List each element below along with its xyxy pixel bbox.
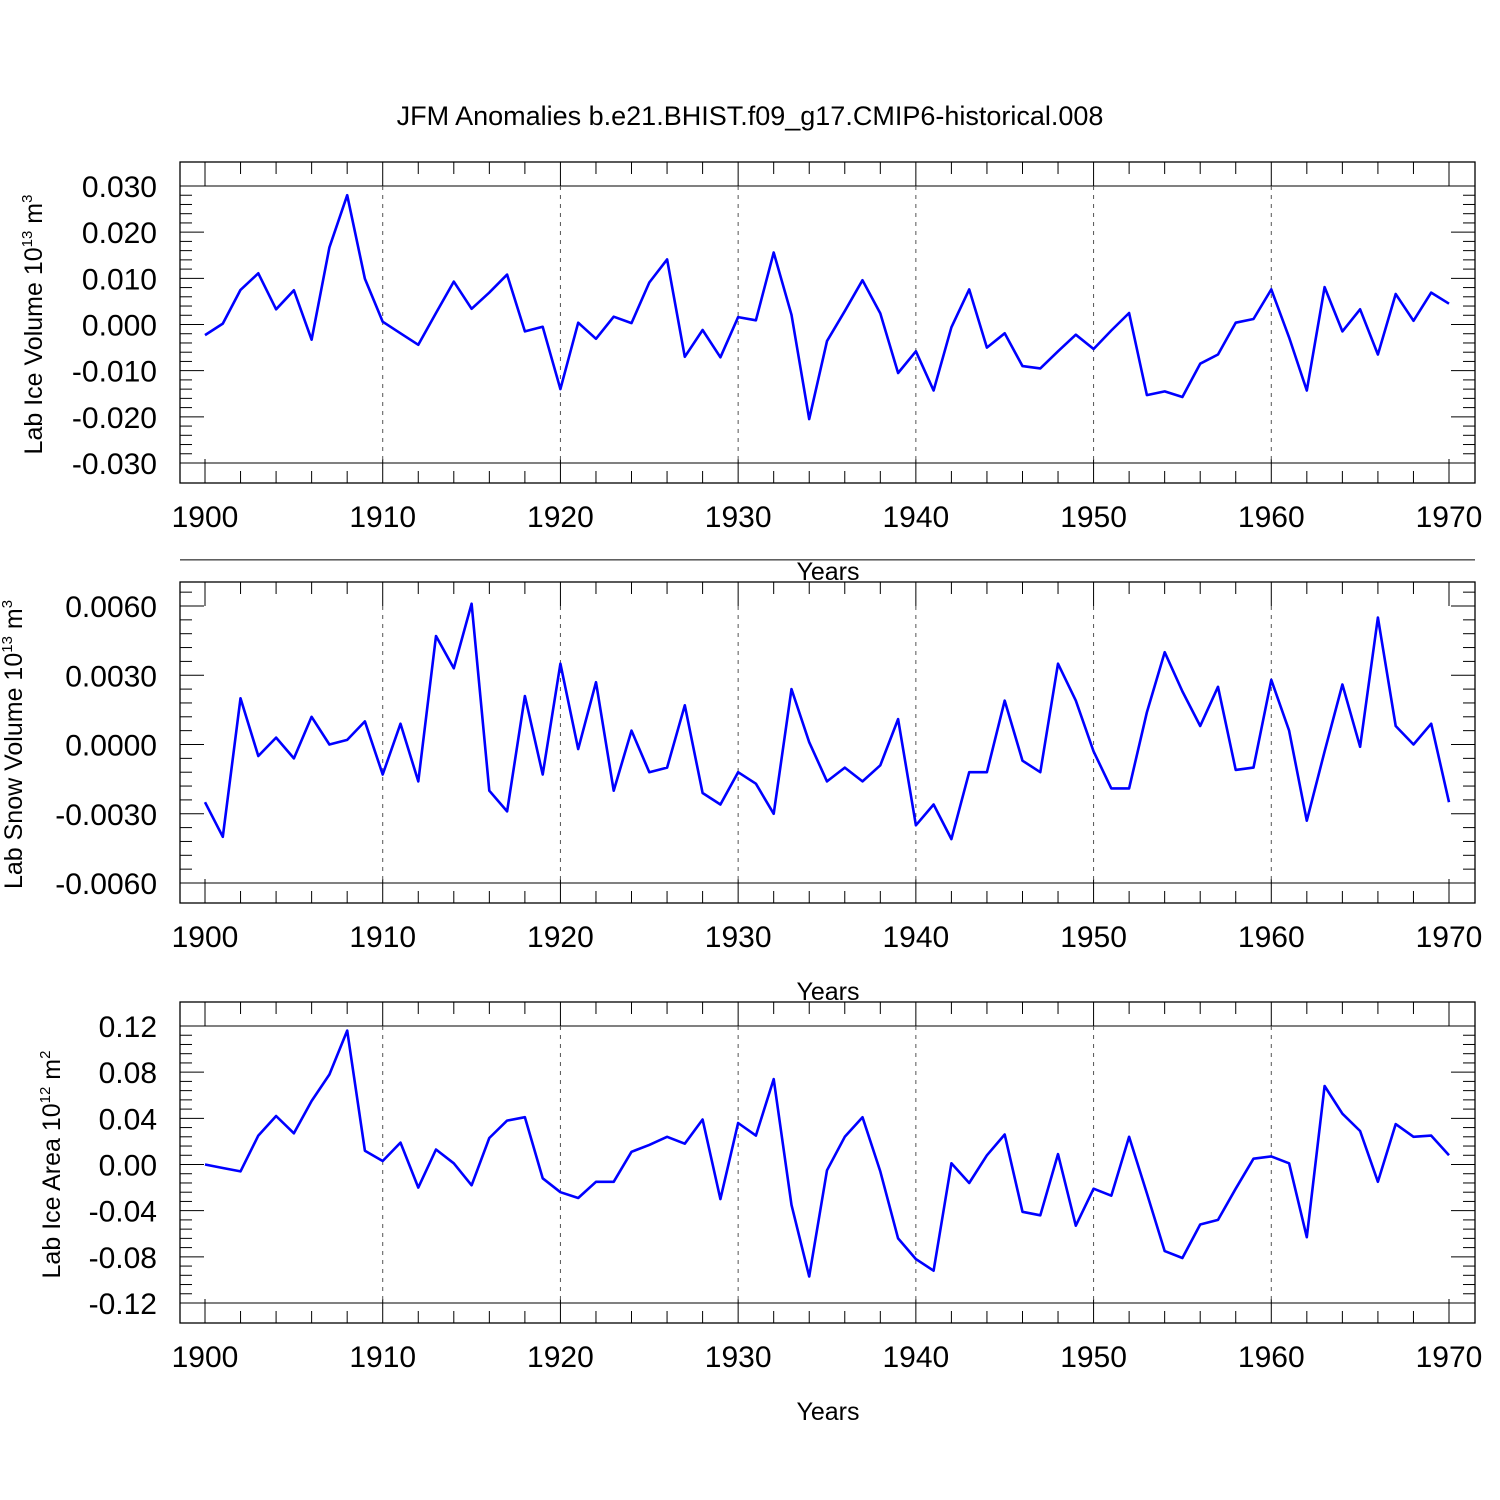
y-axis-title-unit-exponent: 3 [19,195,36,203]
plot-area-frame [179,1001,1476,1324]
y-axis-title-unit: m [20,203,48,231]
x-tick-label: 1960 [1238,921,1305,954]
y-tick-label: -0.0030 [55,799,157,832]
y-tick-label: 0.030 [82,171,157,204]
y-axis-title-text: Lab Ice Area 10 [38,1103,66,1278]
x-tick-label: 1910 [349,501,416,534]
x-tick-label: 1970 [1416,1341,1483,1374]
y-tick-label: -0.08 [89,1242,157,1275]
series-line [204,1029,1450,1278]
x-axis-title: Years [796,558,859,586]
y-tick-label: -0.04 [89,1196,157,1229]
y-tick-label: -0.030 [72,448,157,481]
x-tick-label: 1960 [1238,501,1305,534]
y-axis-title-text: Lab Ice Volume 10 [20,247,48,454]
y-axis-title-exponent: 12 [37,1087,54,1104]
y-axis-title: Lab Ice Area 1012 m2 [37,1051,66,1279]
y-axis-title-text: Lab Snow Volume 10 [0,653,28,889]
x-tick-label: 1910 [349,921,416,954]
x-tick-label: 1920 [527,501,594,534]
series-line [203,602,1451,841]
x-tick-label: 1960 [1238,1341,1305,1374]
x-tick-label: 1940 [882,1341,949,1374]
series-line [204,193,1450,421]
chart-panel-3: 1900 1910 1920 1930 1940 1950 1960 1970 Years -0.… [37,1001,1483,1426]
y-tick-label: 0.000 [82,310,157,343]
y-axis-title-unit: m [38,1059,66,1087]
y-axis-title-unit: m [0,608,28,636]
y-tick-label: 0.08 [99,1057,157,1090]
plot-area-frame [179,161,1476,484]
x-tick-label: 1900 [172,921,239,954]
x-tick-label: 1930 [705,501,772,534]
chart-panel-1: 1900 1910 1920 1930 1940 1950 1960 1970 Years -0.… [19,161,1483,586]
y-axis-title-unit-exponent: 3 [0,600,16,608]
y-tick-label: 0.0060 [65,591,157,624]
y-tick-label: -0.0060 [55,868,157,901]
x-tick-label: 1930 [705,921,772,954]
x-tick-label: 1930 [705,1341,772,1374]
y-tick-label: -0.020 [72,402,157,435]
y-axis-title: Lab Snow Volume 1013 m3 [0,600,28,889]
y-tick-label: 0.04 [99,1103,157,1136]
x-tick-label: 1950 [1060,1341,1127,1374]
plot-area-frame [179,581,1476,904]
y-tick-label: 0.00 [99,1150,157,1183]
x-axis-title: Years [796,978,859,1006]
y-tick-label: 0.020 [82,217,157,250]
y-tick-label: 0.0000 [65,730,157,763]
y-tick-label: -0.12 [89,1288,157,1321]
figure-title: JFM Anomalies b.e21.BHIST.f09_g17.CMIP6-… [397,101,1104,131]
x-tick-label: 1920 [527,1341,594,1374]
y-axis-title-exponent: 13 [0,636,16,653]
x-tick-label: 1970 [1416,501,1483,534]
chart-panel-2: 1900 1910 1920 1930 1940 1950 1960 1970 Years -0.… [0,559,1483,1006]
x-tick-label: 1950 [1060,501,1127,534]
y-tick-label: 0.12 [99,1011,157,1044]
x-tick-label: 1920 [527,921,594,954]
y-axis-title: Lab Ice Volume 1013 m3 [19,195,48,455]
x-tick-label: 1910 [349,1341,416,1374]
x-tick-label: 1950 [1060,921,1127,954]
y-tick-label: 0.010 [82,263,157,296]
x-tick-label: 1940 [882,921,949,954]
panels: 1900 1910 1920 1930 1940 1950 1960 1970 Years -0.… [0,161,1483,1426]
x-tick-label: 1900 [172,501,239,534]
x-tick-label: 1900 [172,1341,239,1374]
y-axis-title-exponent: 13 [19,231,36,248]
y-tick-label: 0.0030 [65,660,157,693]
x-tick-label: 1970 [1416,921,1483,954]
x-tick-label: 1940 [882,501,949,534]
y-tick-label: -0.010 [72,356,157,389]
x-axis-title: Years [796,1398,859,1426]
y-axis-title-unit-exponent: 2 [37,1051,54,1059]
